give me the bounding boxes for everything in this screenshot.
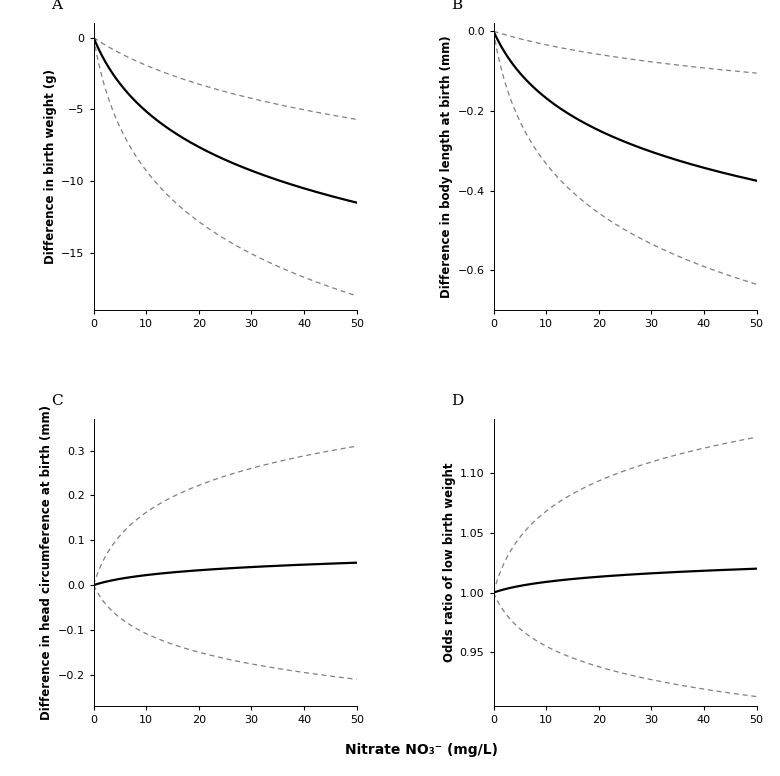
Y-axis label: Difference in head circumference at birth (mm): Difference in head circumference at birt… <box>41 405 53 720</box>
Text: B: B <box>452 0 463 12</box>
Y-axis label: Difference in birth weight (g): Difference in birth weight (g) <box>44 69 57 265</box>
Text: A: A <box>51 0 62 12</box>
Y-axis label: Difference in body length at birth (mm): Difference in body length at birth (mm) <box>440 36 453 298</box>
Text: D: D <box>452 393 463 407</box>
Text: C: C <box>51 393 63 407</box>
Text: Nitrate NO₃⁻ (mg/L): Nitrate NO₃⁻ (mg/L) <box>345 743 498 757</box>
Y-axis label: Odds ratio of low birth weight: Odds ratio of low birth weight <box>442 463 456 663</box>
